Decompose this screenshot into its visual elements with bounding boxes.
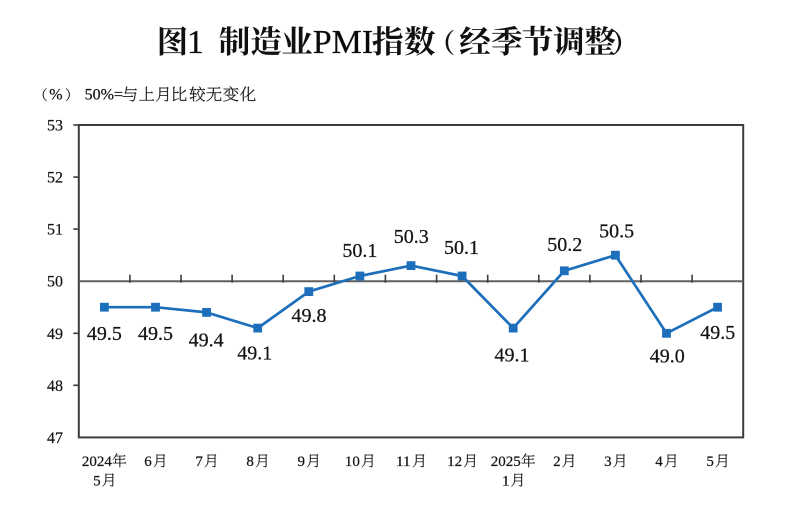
svg-text:3: 3: [604, 454, 612, 470]
svg-text:47: 47: [47, 430, 63, 447]
svg-text:4: 4: [655, 454, 663, 470]
svg-text:50.1: 50.1: [444, 237, 479, 259]
svg-text:49.4: 49.4: [189, 330, 224, 352]
svg-text:49: 49: [47, 326, 63, 343]
svg-text:1: 1: [502, 473, 510, 489]
svg-text:49.1: 49.1: [237, 343, 272, 365]
svg-text:49.5: 49.5: [138, 323, 173, 345]
svg-text:49.5: 49.5: [87, 323, 122, 345]
svg-text:11: 11: [396, 454, 410, 470]
svg-text:9: 9: [298, 454, 306, 470]
svg-text:PMI: PMI: [313, 24, 373, 61]
svg-text:52: 52: [47, 170, 63, 187]
svg-text:2025: 2025: [491, 454, 521, 470]
svg-text:50%=: 50%=: [85, 87, 123, 104]
svg-text:2024: 2024: [82, 454, 113, 470]
svg-text:8: 8: [246, 454, 254, 470]
svg-text:50.3: 50.3: [394, 226, 429, 248]
svg-text:49.1: 49.1: [495, 345, 530, 367]
svg-text:50: 50: [47, 274, 63, 291]
svg-text:48: 48: [47, 378, 63, 395]
svg-text:50.2: 50.2: [547, 234, 582, 256]
svg-text:49.5: 49.5: [700, 322, 735, 344]
svg-text:50.5: 50.5: [599, 221, 634, 243]
svg-text:2: 2: [553, 454, 561, 470]
svg-text:49.8: 49.8: [292, 305, 327, 327]
svg-text:%: %: [49, 87, 62, 104]
svg-text:5: 5: [706, 454, 714, 470]
svg-text:10: 10: [345, 454, 360, 470]
svg-text:12: 12: [447, 454, 462, 470]
svg-text:7: 7: [195, 454, 203, 470]
svg-text:51: 51: [47, 222, 63, 239]
svg-text:53: 53: [47, 118, 63, 135]
svg-text:5: 5: [93, 473, 101, 489]
svg-text:49.0: 49.0: [650, 346, 685, 368]
svg-text:50.1: 50.1: [342, 240, 377, 262]
svg-text:1: 1: [187, 24, 204, 61]
svg-text:6: 6: [144, 454, 152, 470]
